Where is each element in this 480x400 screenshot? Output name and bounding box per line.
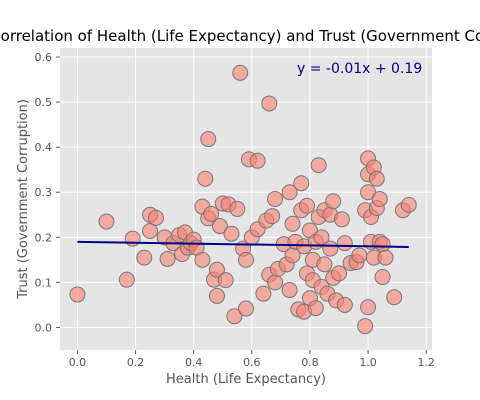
data-point (238, 251, 254, 268)
data-point (226, 308, 243, 325)
data-point (357, 318, 374, 335)
data-point (299, 197, 316, 214)
data-point (69, 286, 86, 303)
data-point (118, 271, 135, 288)
data-point (293, 175, 310, 192)
data-point (208, 287, 225, 304)
data-point (142, 223, 159, 240)
data-point (264, 208, 281, 225)
x-tick-label: 1.2 (417, 356, 435, 369)
chart-title: Correlation of Health (Life Expectancy) … (0, 27, 480, 45)
data-point (331, 265, 347, 282)
data-point (322, 240, 339, 257)
regression-equation: y = -0.01x + 0.19 (297, 61, 422, 77)
data-point (281, 282, 298, 299)
data-point (281, 184, 298, 201)
x-tick-label: 0.8 (301, 356, 319, 369)
data-point (211, 218, 228, 235)
y-tick-label: 0.6 (35, 51, 53, 64)
data-point (200, 131, 217, 148)
x-tick-label: 1.0 (359, 356, 377, 369)
data-point (374, 236, 391, 253)
y-axis-ticks: 0.0 0.1 0.2 0.3 0.4 0.5 0.6 (35, 51, 60, 334)
data-point (232, 64, 249, 81)
data-point (400, 196, 417, 213)
data-point (325, 193, 342, 210)
data-point (223, 225, 240, 242)
data-point (377, 249, 394, 266)
data-point (374, 268, 391, 285)
data-point (194, 251, 211, 268)
data-point (267, 274, 284, 291)
data-point (316, 256, 333, 273)
data-point (386, 289, 403, 306)
x-tick-label: 0.2 (127, 356, 145, 369)
data-point (136, 249, 153, 266)
data-point (229, 200, 246, 217)
data-point (267, 191, 284, 207)
x-axis-label: Health (Life Expectancy) (166, 372, 326, 387)
regression-line (77, 240, 409, 248)
data-point (336, 235, 353, 252)
data-point (261, 95, 278, 112)
data-point (147, 209, 164, 226)
data-point (208, 261, 225, 278)
data-point (217, 272, 234, 289)
data-point (360, 299, 377, 316)
data-point (351, 247, 368, 264)
x-tick-label: 0.6 (243, 356, 261, 369)
x-tick-label: 0.4 (185, 356, 203, 369)
y-tick-label: 0.5 (35, 96, 53, 109)
data-point (336, 296, 353, 313)
y-tick-label: 0.4 (35, 141, 53, 154)
data-point (159, 250, 176, 267)
y-tick-label: 0.1 (35, 276, 53, 289)
data-point (284, 215, 301, 232)
y-tick-label: 0.2 (35, 231, 53, 244)
data-point (197, 170, 214, 187)
y-tick-label: 0.3 (35, 186, 53, 199)
x-axis-ticks: 0.0 0.2 0.4 0.6 0.8 1.0 1.2 (69, 350, 435, 369)
data-point (98, 213, 115, 230)
data-point (124, 230, 141, 247)
data-point (310, 157, 327, 174)
data-point (255, 285, 272, 302)
x-tick-label: 0.0 (69, 356, 87, 369)
data-point (238, 300, 254, 317)
y-tick-label: 0.0 (35, 321, 53, 334)
data-point (307, 300, 324, 317)
data-point (368, 170, 385, 187)
data-point (203, 205, 220, 222)
y-axis-label: Trust (Government Corruption) (16, 99, 31, 300)
data-point (333, 211, 350, 228)
data-point (371, 191, 388, 207)
data-points (69, 64, 417, 335)
data-point (249, 152, 266, 169)
